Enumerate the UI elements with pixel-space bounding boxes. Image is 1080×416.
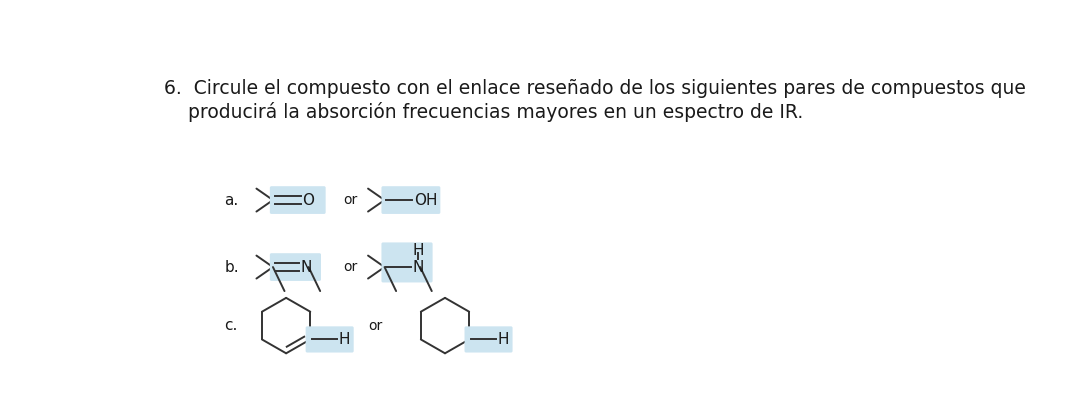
FancyBboxPatch shape [381, 243, 433, 282]
Text: N: N [301, 260, 312, 275]
Text: N: N [413, 260, 423, 275]
Text: H: H [338, 332, 350, 347]
Text: or: or [343, 193, 357, 207]
Text: or: or [368, 319, 382, 332]
Text: OH: OH [414, 193, 437, 208]
FancyBboxPatch shape [381, 186, 441, 214]
Text: O: O [302, 193, 314, 208]
Text: 6.  Circule el compuesto con el enlace reseñado de los siguientes pares de compu: 6. Circule el compuesto con el enlace re… [164, 79, 1026, 98]
Text: H: H [413, 243, 424, 258]
FancyBboxPatch shape [306, 326, 353, 352]
FancyBboxPatch shape [270, 186, 326, 214]
Text: producirá la absorción frecuencias mayores en un espectro de IR.: producirá la absorción frecuencias mayor… [164, 102, 804, 122]
Text: or: or [343, 260, 357, 274]
FancyBboxPatch shape [270, 253, 321, 281]
Text: a.: a. [225, 193, 239, 208]
Text: c.: c. [225, 318, 238, 333]
Text: H: H [497, 332, 509, 347]
Text: b.: b. [225, 260, 239, 275]
FancyBboxPatch shape [464, 326, 513, 352]
